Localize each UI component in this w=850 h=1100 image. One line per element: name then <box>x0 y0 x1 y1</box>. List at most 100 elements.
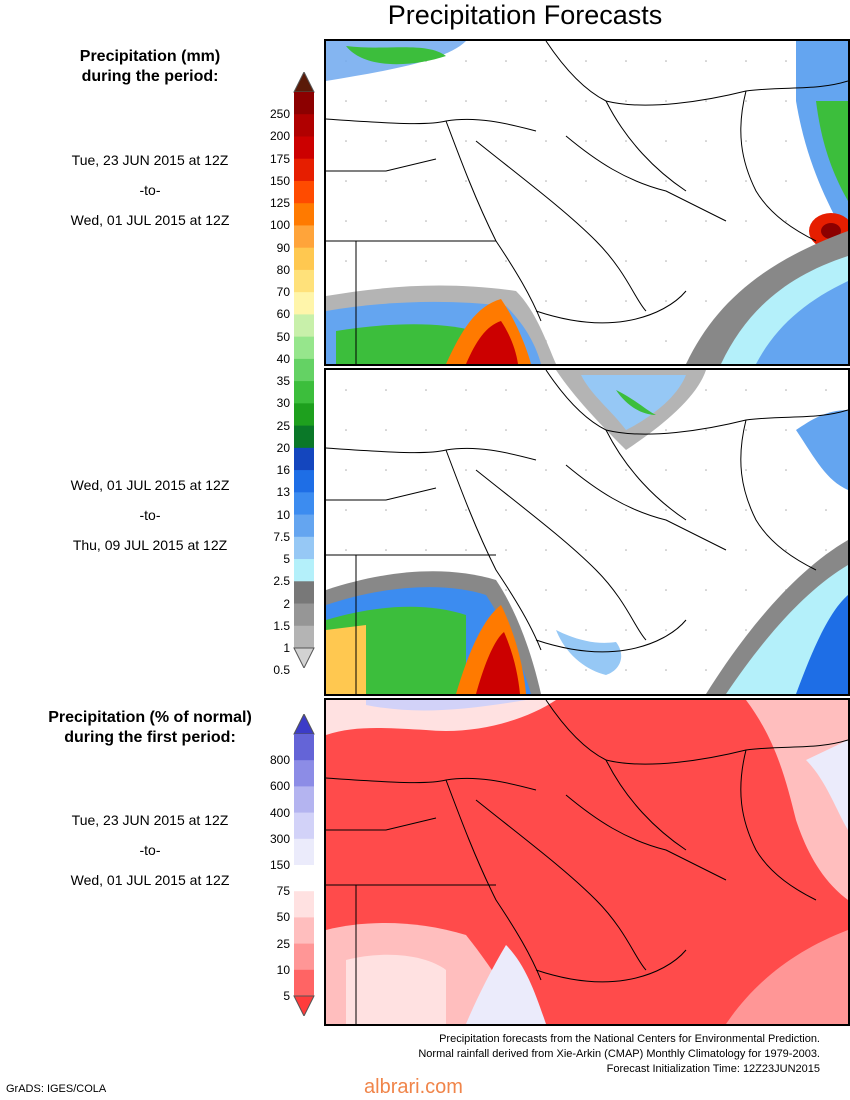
mm-scale-tick-label: 80 <box>276 262 290 277</box>
mm-scale-swatch <box>294 625 314 649</box>
pct-scale-tick-label: 400 <box>269 805 290 820</box>
map-percent-normal <box>324 698 850 1026</box>
pct-heading: Precipitation (% of normal) during the f… <box>48 709 252 746</box>
mm-scale-tick-label: 50 <box>276 329 290 344</box>
mm-scale-swatch <box>294 358 314 382</box>
mm-heading: Precipitation (mm) during the period: <box>79 48 221 85</box>
mm-scale-tick-label: 20 <box>276 440 290 455</box>
period1-start: Tue, 23 JUN 2015 at 12Z <box>71 152 229 168</box>
mm-scale-swatch <box>294 203 314 226</box>
page-title: Precipitation Forecasts <box>387 0 663 30</box>
mm-scale-swatch <box>294 225 314 249</box>
pct-scale-bottom-arrow <box>293 995 315 1018</box>
mm-scale-swatch <box>294 514 314 538</box>
mm-scale-tick-label: 90 <box>276 240 290 255</box>
mm-scale-tick-label: 175 <box>269 151 290 166</box>
mm-scale-swatch <box>294 269 314 293</box>
pct-scale-top-arrow <box>293 712 315 735</box>
mm-scale-swatch <box>294 158 314 182</box>
mm-scale-tick-label: 100 <box>269 218 290 233</box>
footer-line3: Forecast Initialization Time: 12Z23JUN20… <box>606 1063 820 1075</box>
credit: GrADS: IGES/COLA <box>6 1083 107 1095</box>
pct-scale-swatch <box>294 786 314 814</box>
period1-sep: -to- <box>139 182 161 198</box>
pct-scale-tick-label: 75 <box>276 884 290 899</box>
pct-scale-swatch <box>294 812 314 840</box>
mm-scale-swatch <box>294 447 314 471</box>
period2-sep: -to- <box>139 507 161 523</box>
pct-scale-tick-label: 10 <box>276 962 290 977</box>
mm-scale-swatch <box>294 336 314 360</box>
mm-scale-swatch <box>294 581 314 605</box>
pct-scale-tick-label: 300 <box>269 831 290 846</box>
pct-scale-svg <box>293 712 315 1018</box>
mm-scale-swatch <box>294 470 314 493</box>
pct-scale-tick-label: 600 <box>269 779 290 794</box>
mm-scale-swatch <box>294 180 314 204</box>
mm-scale-tick-label: 70 <box>276 285 290 300</box>
footer-notes: Precipitation forecasts from the Nationa… <box>418 1032 820 1077</box>
mm-scale-tick-label: 1.5 <box>273 618 290 633</box>
mm-scale-swatch <box>294 559 314 582</box>
pct-scale-swatch <box>294 917 314 945</box>
pct-scale-tick-label: 800 <box>269 753 290 768</box>
period3-end: Wed, 01 JUL 2015 at 12Z <box>70 872 230 888</box>
mm-scale-swatch <box>294 403 314 427</box>
mm-color-scale: 250 200 175 150 125 100 90 80 70 60 50 40 35 30 25 20 16… <box>250 70 320 677</box>
period1-end: Wed, 01 JUL 2015 at 12Z <box>70 212 230 228</box>
mm-scale-swatch <box>294 536 314 560</box>
mm-scale-tick-label: 0.5 <box>273 663 290 678</box>
mm-scale-swatch <box>294 247 314 271</box>
mm-scale-swatch <box>294 92 314 115</box>
mm-scale-tick-label: 16 <box>276 463 290 478</box>
pct-scale-swatch <box>294 838 314 866</box>
mm-scale-swatch <box>294 114 314 137</box>
mm-scale-tick-label: 2 <box>283 596 290 611</box>
mm-scale-swatch <box>294 381 314 404</box>
period3-start: Tue, 23 JUN 2015 at 12Z <box>71 812 229 828</box>
pct-scale-swatch <box>294 891 314 918</box>
mm-scale-top-arrow <box>293 70 315 93</box>
mm-scale-swatch <box>294 603 314 627</box>
mm-scale-swatch <box>294 492 314 516</box>
pct-scale-swatch <box>294 943 314 971</box>
mm-scale-tick-label: 25 <box>276 418 290 433</box>
pct-scale-tick-label: 50 <box>276 910 290 925</box>
period2-end: Thu, 09 JUL 2015 at 12Z <box>72 537 228 553</box>
footer-line1: Precipitation forecasts from the Nationa… <box>439 1033 820 1045</box>
mm-scale-tick-label: 125 <box>269 196 290 211</box>
mm-scale-swatch <box>294 425 314 449</box>
map-period2 <box>324 368 850 696</box>
period3-sep: -to- <box>139 842 161 858</box>
mm-scale-swatch <box>294 292 314 315</box>
mm-scale-tick-label: 13 <box>276 485 290 500</box>
pct-scale-swatch <box>294 865 314 892</box>
mm-scale-tick-label: 30 <box>276 396 290 411</box>
pct-color-scale: 800 600 400 300 150 75 50 25 10 5 <box>250 712 320 1018</box>
mm-scale-tick-label: 200 <box>269 129 290 144</box>
period2-start: Wed, 01 JUL 2015 at 12Z <box>70 477 230 493</box>
pct-scale-tick-label: 25 <box>276 936 290 951</box>
mm-scale-tick-label: 7.5 <box>273 529 290 544</box>
mm-scale-tick-label: 5 <box>283 552 290 567</box>
pct-scale-swatch <box>294 734 314 761</box>
pct-scale-swatch <box>294 969 314 997</box>
mm-scale-tick-label: 2.5 <box>273 574 290 589</box>
mm-scale-svg <box>293 70 315 670</box>
pct-scale-tick-label: 150 <box>269 858 290 872</box>
pct-scale-tick-label: 5 <box>283 989 290 1003</box>
mm-scale-tick-label: 150 <box>269 173 290 188</box>
watermark: albrari.com <box>364 1076 463 1098</box>
pct-scale-swatch <box>294 760 314 787</box>
footer-line2: Normal rainfall derived from Xie-Arkin (… <box>418 1048 820 1060</box>
mm-scale-swatch <box>294 136 314 160</box>
map-period1 <box>324 39 850 366</box>
mm-scale-bottom-arrow <box>293 647 315 670</box>
mm-scale-tick-label: 60 <box>276 307 290 322</box>
mm-scale-tick-label: 35 <box>276 374 290 389</box>
mm-scale-tick-label: 10 <box>276 507 290 522</box>
mm-scale-swatch <box>294 314 314 338</box>
mm-scale-tick-label: 250 <box>269 107 290 122</box>
mm-scale-tick-label: 40 <box>276 351 290 366</box>
mm-scale-tick-label: 1 <box>283 641 290 655</box>
